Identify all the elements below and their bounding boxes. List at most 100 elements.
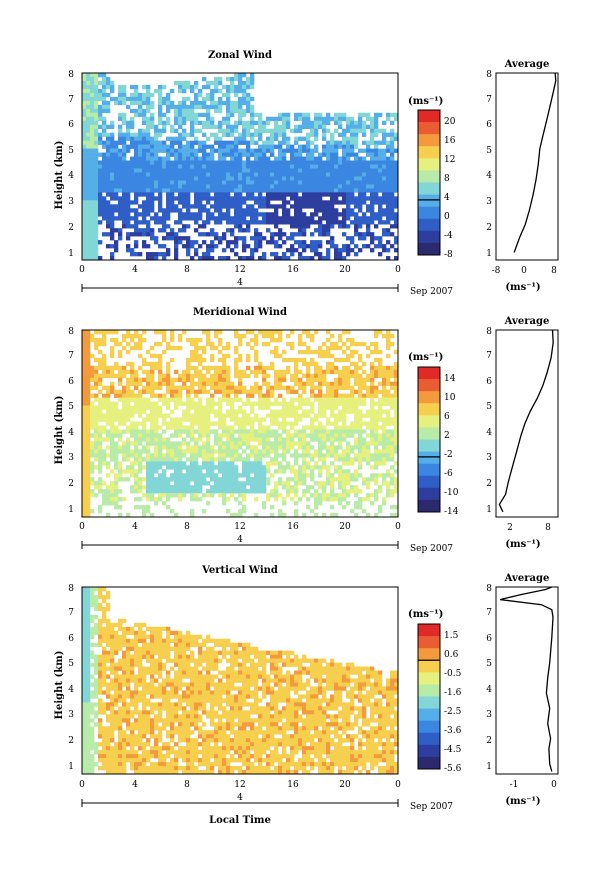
heat-cell xyxy=(146,441,151,446)
heat-cell xyxy=(150,144,155,149)
heat-cell xyxy=(190,84,195,90)
heat-cell xyxy=(350,208,355,213)
heat-cell xyxy=(134,497,139,502)
colorbar-swatch xyxy=(418,206,440,220)
heat-cell xyxy=(374,465,379,470)
heat-cell xyxy=(114,228,119,233)
heat-cell xyxy=(278,401,283,406)
heat-cell xyxy=(118,477,123,482)
heat-cell xyxy=(374,429,379,434)
heat-cell xyxy=(314,377,319,383)
heat-cell xyxy=(114,485,119,490)
heat-cell xyxy=(242,96,247,102)
heat-cell xyxy=(118,461,123,466)
heat-cell xyxy=(350,248,355,253)
heat-cell xyxy=(110,140,115,145)
heat-cell xyxy=(278,461,283,466)
heat-cell xyxy=(126,236,131,241)
heat-cell xyxy=(206,333,211,339)
heat-cell xyxy=(86,513,91,518)
heat-cell xyxy=(246,465,251,470)
heat-cell xyxy=(202,389,207,394)
heat-cell xyxy=(86,405,91,410)
heat-cell xyxy=(390,144,395,149)
heat-cell xyxy=(134,473,139,478)
heat-cell xyxy=(258,128,263,133)
heat-cell xyxy=(98,477,103,482)
heat-cell xyxy=(286,172,291,177)
heat-cell xyxy=(282,112,287,118)
heat-cell xyxy=(286,220,291,225)
heat-cell xyxy=(326,144,331,149)
heat-cell xyxy=(98,361,103,367)
heat-cell xyxy=(194,212,199,217)
colorbar-unit: (ms⁻¹) xyxy=(408,96,443,107)
x-tick-label: 12 xyxy=(234,265,245,275)
heat-cell xyxy=(274,469,279,474)
heat-cell xyxy=(386,256,391,261)
heat-cell xyxy=(166,481,171,486)
heat-cell xyxy=(98,509,103,514)
heat-cell xyxy=(382,196,387,201)
heat-cell xyxy=(222,152,227,157)
heat-cell xyxy=(350,164,355,169)
heat-cell xyxy=(94,224,99,229)
x-tick-label: 0 xyxy=(395,265,401,275)
heat-cell xyxy=(254,216,259,221)
heat-cell xyxy=(250,401,255,406)
heat-cell xyxy=(86,184,91,189)
heat-cell xyxy=(118,160,123,165)
heat-cell xyxy=(294,501,299,506)
heat-cell xyxy=(326,465,331,470)
heat-cell xyxy=(306,136,311,141)
heat-cell xyxy=(262,144,267,149)
heat-cell xyxy=(206,152,211,157)
heat-cell xyxy=(306,192,311,197)
heat-cell xyxy=(162,337,167,343)
heat-cell xyxy=(158,381,163,386)
heat-cell xyxy=(94,116,99,122)
heat-cell xyxy=(106,132,111,137)
heat-cell xyxy=(170,188,175,193)
heat-cell xyxy=(118,132,123,137)
heat-cell xyxy=(138,148,143,153)
heat-cell xyxy=(142,140,147,145)
heat-cell xyxy=(286,389,291,394)
heat-cell xyxy=(202,509,207,514)
heat-cell xyxy=(310,156,315,161)
heat-cell xyxy=(314,148,319,153)
heat-cell xyxy=(270,449,275,454)
heat-cell xyxy=(154,212,159,217)
heat-cell xyxy=(234,168,239,173)
heat-cell xyxy=(150,361,155,367)
heat-cell xyxy=(110,176,115,181)
heat-cell xyxy=(134,405,139,410)
heat-cell xyxy=(338,212,343,217)
heat-cell xyxy=(130,248,135,253)
heat-cell xyxy=(226,489,231,494)
heat-cell xyxy=(278,156,283,161)
heat-cell xyxy=(174,369,179,375)
heat-cell xyxy=(174,457,179,462)
heat-cell xyxy=(306,160,311,165)
heat-cell xyxy=(118,469,123,474)
heat-cell xyxy=(186,469,191,474)
heat-cell xyxy=(98,204,103,209)
heat-cell xyxy=(394,381,399,386)
heat-cell xyxy=(266,200,271,205)
heat-cell xyxy=(114,204,119,209)
heat-cell xyxy=(310,188,315,193)
heat-cell xyxy=(302,112,307,118)
heat-cell xyxy=(370,425,375,430)
heat-cell xyxy=(314,136,319,141)
heat-cell xyxy=(334,425,339,430)
heat-cell xyxy=(314,168,319,173)
heat-cell xyxy=(226,88,231,94)
heat-cell xyxy=(86,361,91,367)
heat-cell xyxy=(162,349,167,355)
heat-cell xyxy=(190,489,195,494)
heat-cell xyxy=(394,513,399,518)
heat-cell xyxy=(354,413,359,418)
heat-cell xyxy=(222,445,227,450)
heat-cell xyxy=(242,148,247,153)
